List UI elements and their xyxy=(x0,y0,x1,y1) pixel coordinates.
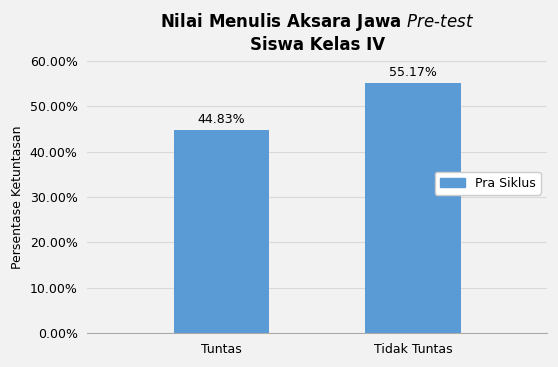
Text: 55.17%: 55.17% xyxy=(389,66,437,79)
Legend: Pra Siklus: Pra Siklus xyxy=(435,172,541,195)
Y-axis label: Persentase Ketuntasan: Persentase Ketuntasan xyxy=(11,126,24,269)
Text: 44.83%: 44.83% xyxy=(198,113,245,126)
Title: Nilai Menulis Aksara Jawa $\bf{\it{Pre\text{-}test}}$
Siswa Kelas IV: Nilai Menulis Aksara Jawa $\bf{\it{Pre\t… xyxy=(160,11,474,54)
Bar xyxy=(174,130,270,333)
Bar xyxy=(365,83,461,333)
